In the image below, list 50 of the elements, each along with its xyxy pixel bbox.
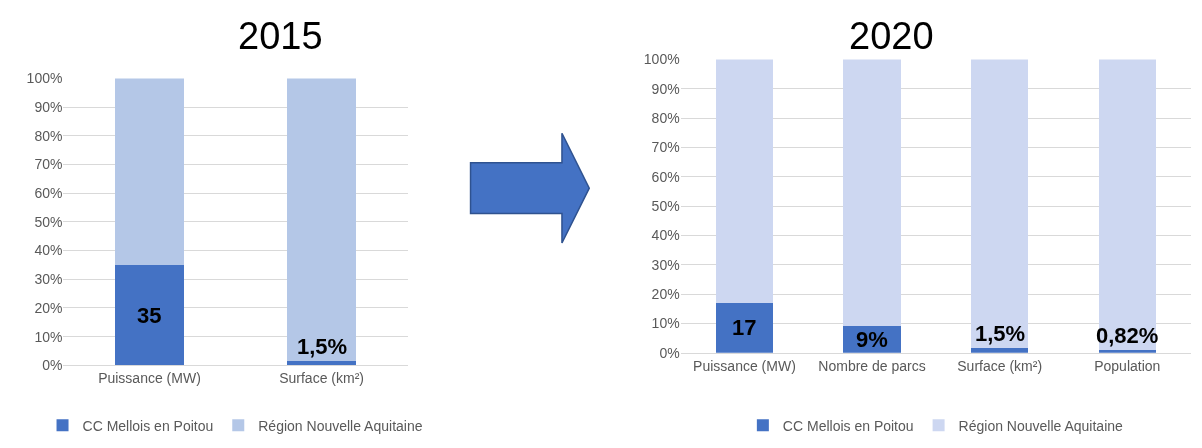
data-label: 0,82% (1096, 323, 1159, 348)
y-tick-label: 40% (34, 242, 63, 259)
y-tick-label: 10% (34, 328, 63, 345)
bar (715, 302, 774, 353)
bar (1098, 59, 1156, 351)
legend-label: CC Mellois en Poitou (82, 417, 214, 434)
y-tick-label: 80% (34, 127, 63, 144)
data-label: 1,5% (975, 321, 1026, 346)
x-tick-label: Puissance (MW) (98, 370, 201, 387)
y-tick-label: 70% (34, 156, 63, 173)
legend-label: CC Mellois en Poitou (782, 417, 914, 434)
bar (287, 361, 357, 366)
y-tick-label: 10% (651, 315, 680, 332)
data-label: 9% (856, 327, 888, 352)
y-tick-label: 20% (651, 285, 680, 302)
y-tick-label: 30% (34, 271, 63, 288)
bar (970, 59, 1029, 349)
y-tick-label: 0% (42, 357, 63, 374)
y-tick-label: 90% (651, 80, 680, 97)
y-tick-label: 50% (651, 197, 680, 214)
y-tick-label: 30% (651, 256, 680, 273)
x-tick-label: Surface (km²) (957, 357, 1043, 374)
bar (115, 264, 184, 366)
chart-title: 2015 (238, 15, 323, 57)
x-tick-label: Puissance (MW) (693, 357, 796, 374)
y-tick-label: 60% (34, 185, 63, 202)
data-label: 17 (732, 315, 757, 340)
y-tick-label: 60% (651, 168, 680, 185)
x-tick-label: Nombre de parcs (818, 357, 926, 374)
x-tick-label: Population (1094, 357, 1161, 374)
data-label: 1,5% (297, 334, 348, 359)
x-tick-label: Surface (km²) (279, 370, 364, 387)
y-tick-label: 70% (651, 139, 680, 156)
bar (115, 78, 184, 265)
bar (970, 348, 1029, 353)
legend-label: Région Nouvelle Aquitaine (258, 417, 423, 434)
y-tick-label: 90% (34, 99, 63, 116)
bar (843, 59, 901, 327)
y-tick-label: 50% (34, 213, 63, 230)
y-tick-label: 80% (651, 109, 680, 126)
chart-title: 2020 (849, 15, 934, 57)
y-tick-label: 100% (26, 70, 63, 87)
data-label: 35 (137, 303, 162, 328)
y-tick-label: 0% (659, 344, 680, 361)
y-tick-label: 20% (34, 299, 63, 316)
legend-label: Région Nouvelle Aquitaine (958, 417, 1124, 434)
bar (287, 78, 357, 362)
bar (715, 59, 774, 303)
y-tick-label: 40% (651, 227, 680, 244)
y-tick-label: 100% (643, 51, 680, 68)
